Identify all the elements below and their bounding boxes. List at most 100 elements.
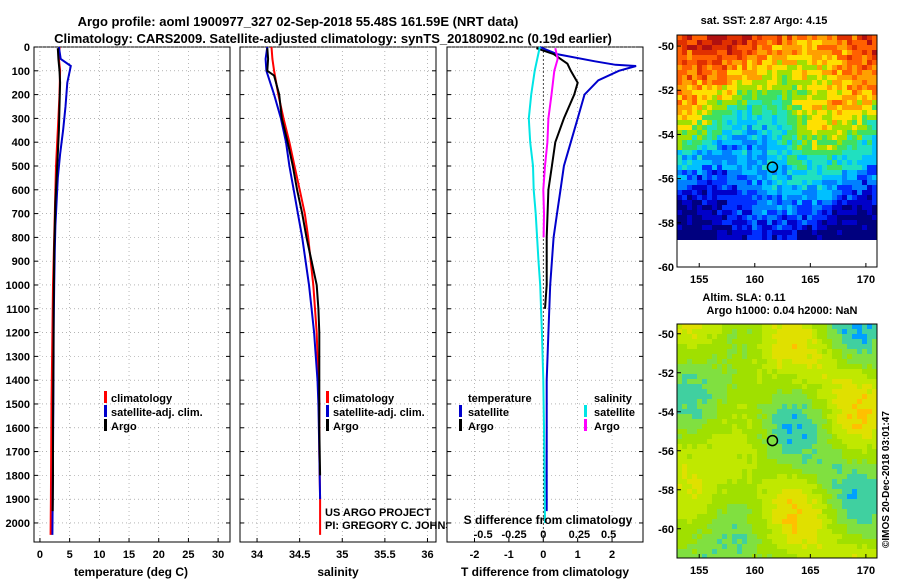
sst-cell — [792, 75, 797, 80]
sst-cell — [767, 95, 772, 100]
sst-cell — [727, 70, 732, 75]
sst-cell — [762, 225, 767, 230]
sla-cell — [832, 399, 837, 404]
sla-cell — [687, 554, 692, 558]
sla-cell — [807, 534, 812, 539]
sla-cell — [842, 359, 847, 364]
sst-cell — [862, 190, 867, 195]
sla-cell — [777, 489, 782, 494]
sst-cell — [867, 165, 872, 170]
sst-cell — [857, 90, 862, 95]
sst-cell — [802, 50, 807, 55]
sst-cell — [812, 35, 817, 40]
sla-cell — [742, 474, 747, 479]
y-tick-label: 900 — [12, 256, 30, 268]
sla-cell — [677, 489, 682, 494]
sst-cell — [792, 115, 797, 120]
sst-cell — [837, 190, 842, 195]
sla-cell — [752, 369, 757, 374]
sla-cell — [867, 369, 872, 374]
sst-cell — [767, 45, 772, 50]
sla-cell — [687, 444, 692, 449]
sst-cell — [817, 85, 822, 90]
sst-cell — [827, 50, 832, 55]
sst-cell — [687, 210, 692, 215]
sla-cell — [757, 324, 762, 329]
sla-cell — [682, 544, 687, 549]
sla-cell — [837, 534, 842, 539]
sla-cell — [792, 474, 797, 479]
sst-cell — [762, 35, 767, 40]
map-y-tick-label: -58 — [658, 218, 674, 230]
sla-cell — [682, 439, 687, 444]
sla-cell — [802, 539, 807, 544]
sla-cell — [812, 544, 817, 549]
sst-cell — [842, 115, 847, 120]
sst-cell — [747, 65, 752, 70]
sst-cell — [727, 60, 732, 65]
sla-cell — [717, 419, 722, 424]
sla-cell — [727, 379, 732, 384]
sst-cell — [682, 40, 687, 45]
sla-cell — [862, 504, 867, 509]
sst-cell — [817, 185, 822, 190]
sla-cell — [777, 499, 782, 504]
sla-cell — [862, 439, 867, 444]
sla-cell — [742, 424, 747, 429]
sst-cell — [787, 145, 792, 150]
sla-cell — [707, 529, 712, 534]
sst-cell — [677, 170, 682, 175]
sst-cell — [822, 55, 827, 60]
sla-cell — [677, 549, 682, 554]
sst-cell — [797, 195, 802, 200]
sst-cell — [732, 145, 737, 150]
sla-cell — [807, 399, 812, 404]
sst-cell — [867, 150, 872, 155]
sst-cell — [722, 50, 727, 55]
sst-cell — [767, 165, 772, 170]
sla-cell — [762, 549, 767, 554]
temperature-frame — [33, 46, 231, 543]
sla-cell — [722, 524, 727, 529]
sla-cell — [752, 384, 757, 389]
series-satellite-adj-clim- — [264, 46, 322, 500]
sst-cell — [852, 110, 857, 115]
sla-cell — [692, 494, 697, 499]
sst-cell — [732, 80, 737, 85]
sla-cell — [792, 424, 797, 429]
sla-cell — [847, 354, 852, 359]
sst-cell — [747, 195, 752, 200]
sla-cell — [697, 354, 702, 359]
sst-cell — [722, 105, 727, 110]
sla-cell — [832, 354, 837, 359]
sst-cell — [712, 140, 717, 145]
sst-cell — [797, 115, 802, 120]
y-tick-label: 2000 — [6, 518, 30, 530]
sla-cell — [692, 349, 697, 354]
sla-cell — [822, 534, 827, 539]
sst-cell — [822, 155, 827, 160]
sla-cell — [782, 429, 787, 434]
sst-cell — [747, 120, 752, 125]
sla-cell — [817, 424, 822, 429]
sst-cell — [802, 45, 807, 50]
sst-cell — [862, 75, 867, 80]
sst-cell — [762, 135, 767, 140]
sst-cell — [702, 230, 707, 235]
sla-cell — [812, 454, 817, 459]
sst-cell — [812, 210, 817, 215]
sst-cell — [872, 220, 877, 225]
sst-cell — [777, 195, 782, 200]
sla-cell — [852, 499, 857, 504]
sla-cell — [777, 544, 782, 549]
sst-cell — [677, 155, 682, 160]
sst-cell — [862, 135, 867, 140]
sla-cell — [792, 359, 797, 364]
sla-cell — [677, 349, 682, 354]
sla-cell — [837, 529, 842, 534]
sst-cell — [762, 155, 767, 160]
sla-cell — [787, 464, 792, 469]
sla-cell — [772, 549, 777, 554]
sst-cell — [717, 90, 722, 95]
sst-cell — [857, 165, 862, 170]
